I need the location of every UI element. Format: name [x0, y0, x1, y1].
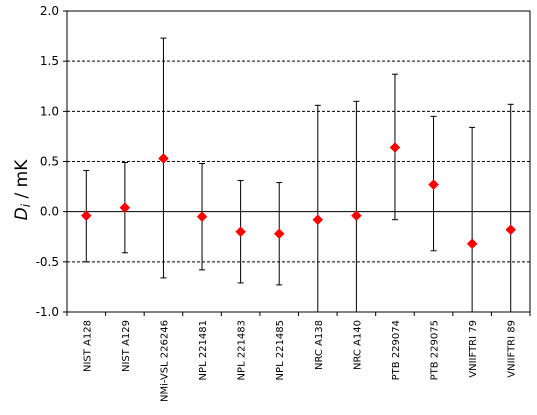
y-tick-label: 0.0: [40, 205, 59, 219]
y-tick-label: -0.5: [36, 255, 59, 269]
y-tick-label: -1.0: [36, 305, 59, 319]
data-point-marker: [312, 214, 324, 226]
y-tick-label: 0.5: [40, 155, 59, 169]
data-point-marker: [273, 228, 285, 240]
x-category-label: NIST A129: [121, 320, 132, 372]
y-axis-label-unit-text: / mK: [12, 159, 32, 199]
x-category-label: PTB 229075: [430, 320, 441, 380]
x-category-label: NRC A138: [314, 320, 325, 370]
y-axis-label-sub: i: [19, 203, 33, 207]
error-bars: [83, 37, 514, 313]
grid-lines: [67, 60, 530, 263]
data-point-marker: [119, 202, 131, 214]
y-tick-label: 2.0: [40, 4, 59, 18]
data-point-marker: [351, 210, 362, 222]
data-point-marker: [80, 210, 92, 222]
data-point-marker: [466, 238, 478, 250]
y-axis: -1.0 -0.5 0.0 0.5 1.0 1.5 2.0: [36, 4, 67, 319]
data-point-marker: [196, 211, 208, 223]
x-category-label: NMi-VSL 226246: [159, 320, 170, 402]
y-tick-label: 1.5: [40, 54, 59, 68]
data-markers: [80, 142, 517, 250]
x-category-label: VNIIFTRI 89: [507, 320, 518, 378]
x-category-label: PTB 229074: [391, 320, 402, 380]
y-tick-label: 1.0: [40, 104, 59, 118]
x-category-label: NIST A128: [82, 320, 93, 372]
x-axis: NIST A128 NIST A129 NMi-VSL 226246 NPL 2214…: [66, 312, 531, 402]
y-axis-label: Di / mK: [12, 159, 33, 221]
data-point-marker: [389, 142, 401, 153]
data-point-marker: [428, 179, 439, 190]
data-point-marker: [505, 224, 517, 236]
x-category-label: VNIIFTRI 79: [468, 320, 479, 378]
y-axis-label-main: D: [12, 207, 32, 220]
data-point-marker: [158, 153, 169, 164]
x-category-label: NPL 221485: [275, 320, 286, 380]
x-category-label: NPL 221481: [198, 320, 209, 380]
x-category-label: NRC A140: [352, 320, 363, 370]
x-category-label: NPL 221483: [237, 320, 248, 380]
data-point-marker: [235, 226, 246, 238]
